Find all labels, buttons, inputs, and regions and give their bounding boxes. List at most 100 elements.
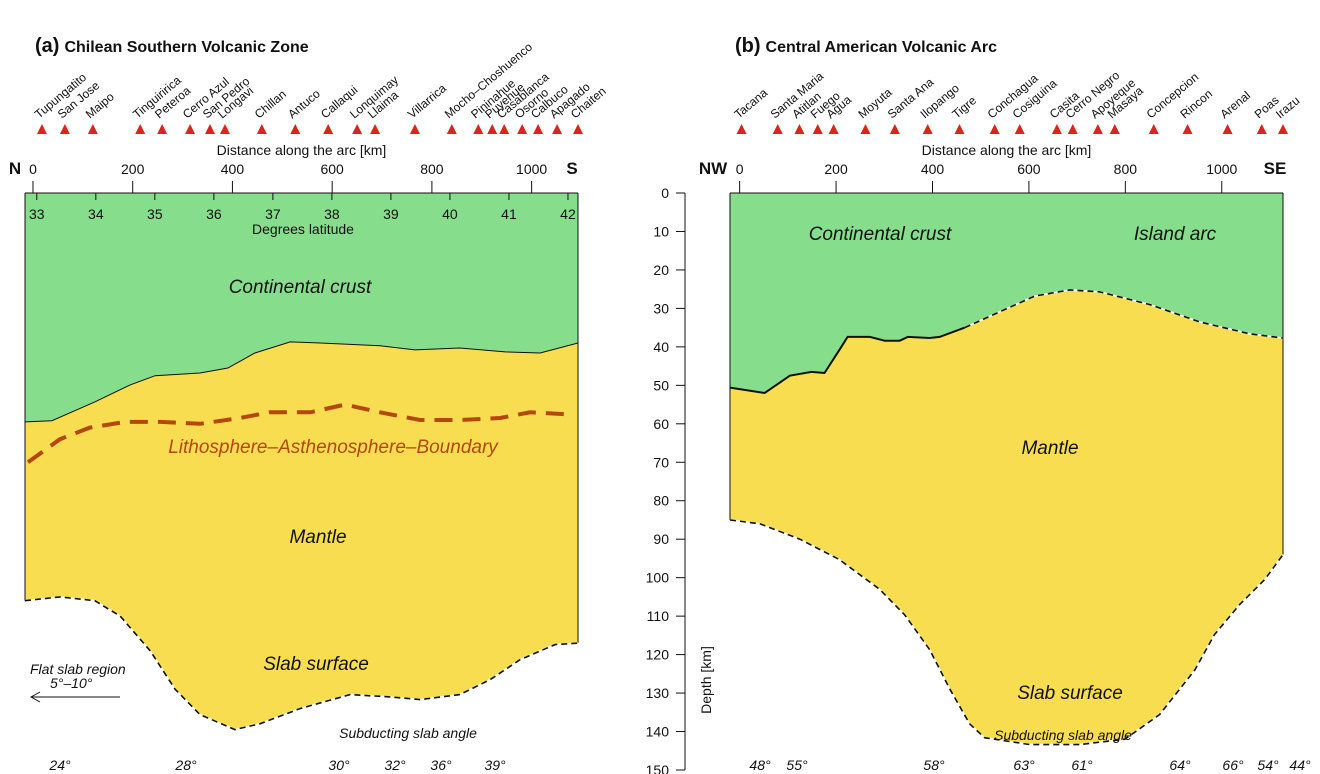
slab-angle: 63°: [1013, 757, 1035, 773]
volcano: [552, 124, 562, 134]
y-tick-label: 100: [646, 570, 670, 586]
lat-tick-label: 33: [29, 206, 45, 222]
volcano: [1093, 124, 1103, 134]
volcano: [370, 124, 380, 134]
volcano: [473, 124, 483, 134]
volcano: [923, 124, 933, 134]
y-tick-label: 20: [653, 262, 669, 278]
volcano: [88, 124, 98, 134]
y-tick-label: 10: [653, 223, 669, 239]
panel-title-text: Chilean Southern Volcanic Zone: [64, 39, 308, 56]
volcano: [1257, 124, 1267, 134]
volcano: [1223, 124, 1233, 134]
volcano-name: Arenal: [1217, 88, 1253, 121]
volcano: [773, 124, 783, 134]
volcano: [517, 124, 527, 134]
direction-label: S: [566, 159, 577, 178]
y-tick-label: 130: [646, 685, 670, 701]
slab-angle: 30°: [328, 757, 350, 773]
volcano: [205, 124, 215, 134]
volcano: [499, 124, 509, 134]
slab-angle: 61°: [1071, 757, 1093, 773]
lat-tick-label: 39: [383, 206, 399, 222]
slab-angle: 58°: [923, 757, 945, 773]
panel-title-text: Central American Volcanic Arc: [766, 39, 998, 56]
y-tick-label: 70: [653, 454, 669, 470]
y-tick-label: 50: [653, 377, 669, 393]
volcano: [990, 124, 1000, 134]
slab-angle: 55°: [786, 757, 808, 773]
region-label: Mantle: [289, 527, 346, 548]
slab-angle: 32°: [384, 757, 406, 773]
slab-angle: 48°: [749, 757, 771, 773]
volcano: [60, 124, 70, 134]
volcano: [447, 124, 457, 134]
y-tick-label: 90: [653, 531, 669, 547]
x-tick-label: 600: [1017, 161, 1041, 177]
lat-tick-label: 38: [324, 206, 340, 222]
slab-angle: 24°: [48, 757, 71, 773]
lat-axis-label: Degrees latitude: [252, 221, 354, 237]
x-tick-label: 0: [736, 161, 744, 177]
y-tick-label: 140: [646, 724, 670, 740]
x-axis-label: Distance along the arc [km]: [922, 142, 1092, 158]
volcano: [1278, 124, 1288, 134]
volcano: [954, 124, 964, 134]
volcano: [37, 124, 47, 134]
volcano: [813, 124, 823, 134]
slab-angle-title: Subducting slab angle: [994, 727, 1132, 743]
region-label: Slab surface: [1017, 683, 1123, 704]
figure: (a) Chilean Southern Volcanic Zone Distanc…: [0, 0, 1320, 774]
volcano: [410, 124, 420, 134]
slab-angle: 64°: [1169, 757, 1191, 773]
slab-angle: 28°: [174, 757, 197, 773]
slab-angle: 44°: [1289, 757, 1311, 773]
y-tick-label: 80: [653, 493, 669, 509]
x-tick-label: 800: [420, 161, 444, 177]
lat-tick-label: 40: [442, 206, 458, 222]
volcano-name: Tacana: [732, 85, 771, 121]
slab-angle: 36°: [430, 757, 452, 773]
volcano: [352, 124, 362, 134]
x-tick-label: 200: [121, 161, 145, 177]
lat-tick-label: 34: [88, 206, 104, 222]
region-label: Slab surface: [263, 654, 369, 675]
region-label: Island arc: [1134, 224, 1217, 245]
volcano: [257, 124, 267, 134]
slab-angle-title: Subducting slab angle: [339, 725, 477, 741]
volcano: [573, 124, 583, 134]
volcano: [1149, 124, 1159, 134]
volcano: [890, 124, 900, 134]
volcano: [829, 124, 839, 134]
x-tick-label: 200: [824, 161, 848, 177]
volcano: [290, 124, 300, 134]
volcano: [1110, 124, 1120, 134]
volcano: [533, 124, 543, 134]
region-label: Continental crust: [229, 277, 372, 298]
slab-angle: 54°: [1257, 757, 1279, 773]
region-label: Continental crust: [809, 224, 952, 245]
panel-letter: (b): [735, 35, 761, 57]
volcano-name: Antuco: [285, 86, 323, 121]
slab-angle: 39°: [484, 757, 506, 773]
region-label: Lithosphere–Asthenosphere–Boundary: [168, 437, 499, 458]
x-tick-label: 0: [29, 161, 37, 177]
y-tick-label: 110: [647, 608, 670, 624]
volcano: [1015, 124, 1025, 134]
x-tick-label: 400: [921, 161, 945, 177]
volcano: [1052, 124, 1062, 134]
y-tick-label: 0: [661, 185, 669, 201]
lat-tick-label: 37: [265, 206, 281, 222]
y-tick-label: 120: [646, 647, 670, 663]
x-tick-label: 1000: [516, 161, 547, 177]
volcano: [737, 124, 747, 134]
volcano: [794, 124, 804, 134]
y-axis-label: Depth [km]: [698, 646, 714, 714]
panel-title: (b) Central American Volcanic Arc: [735, 35, 997, 57]
x-tick-label: 800: [1114, 161, 1138, 177]
panel-letter: (a): [35, 35, 59, 57]
x-tick-label: 1000: [1206, 161, 1237, 177]
y-tick-label: 30: [653, 300, 669, 316]
direction-label: NW: [699, 159, 728, 178]
volcano: [487, 124, 497, 134]
